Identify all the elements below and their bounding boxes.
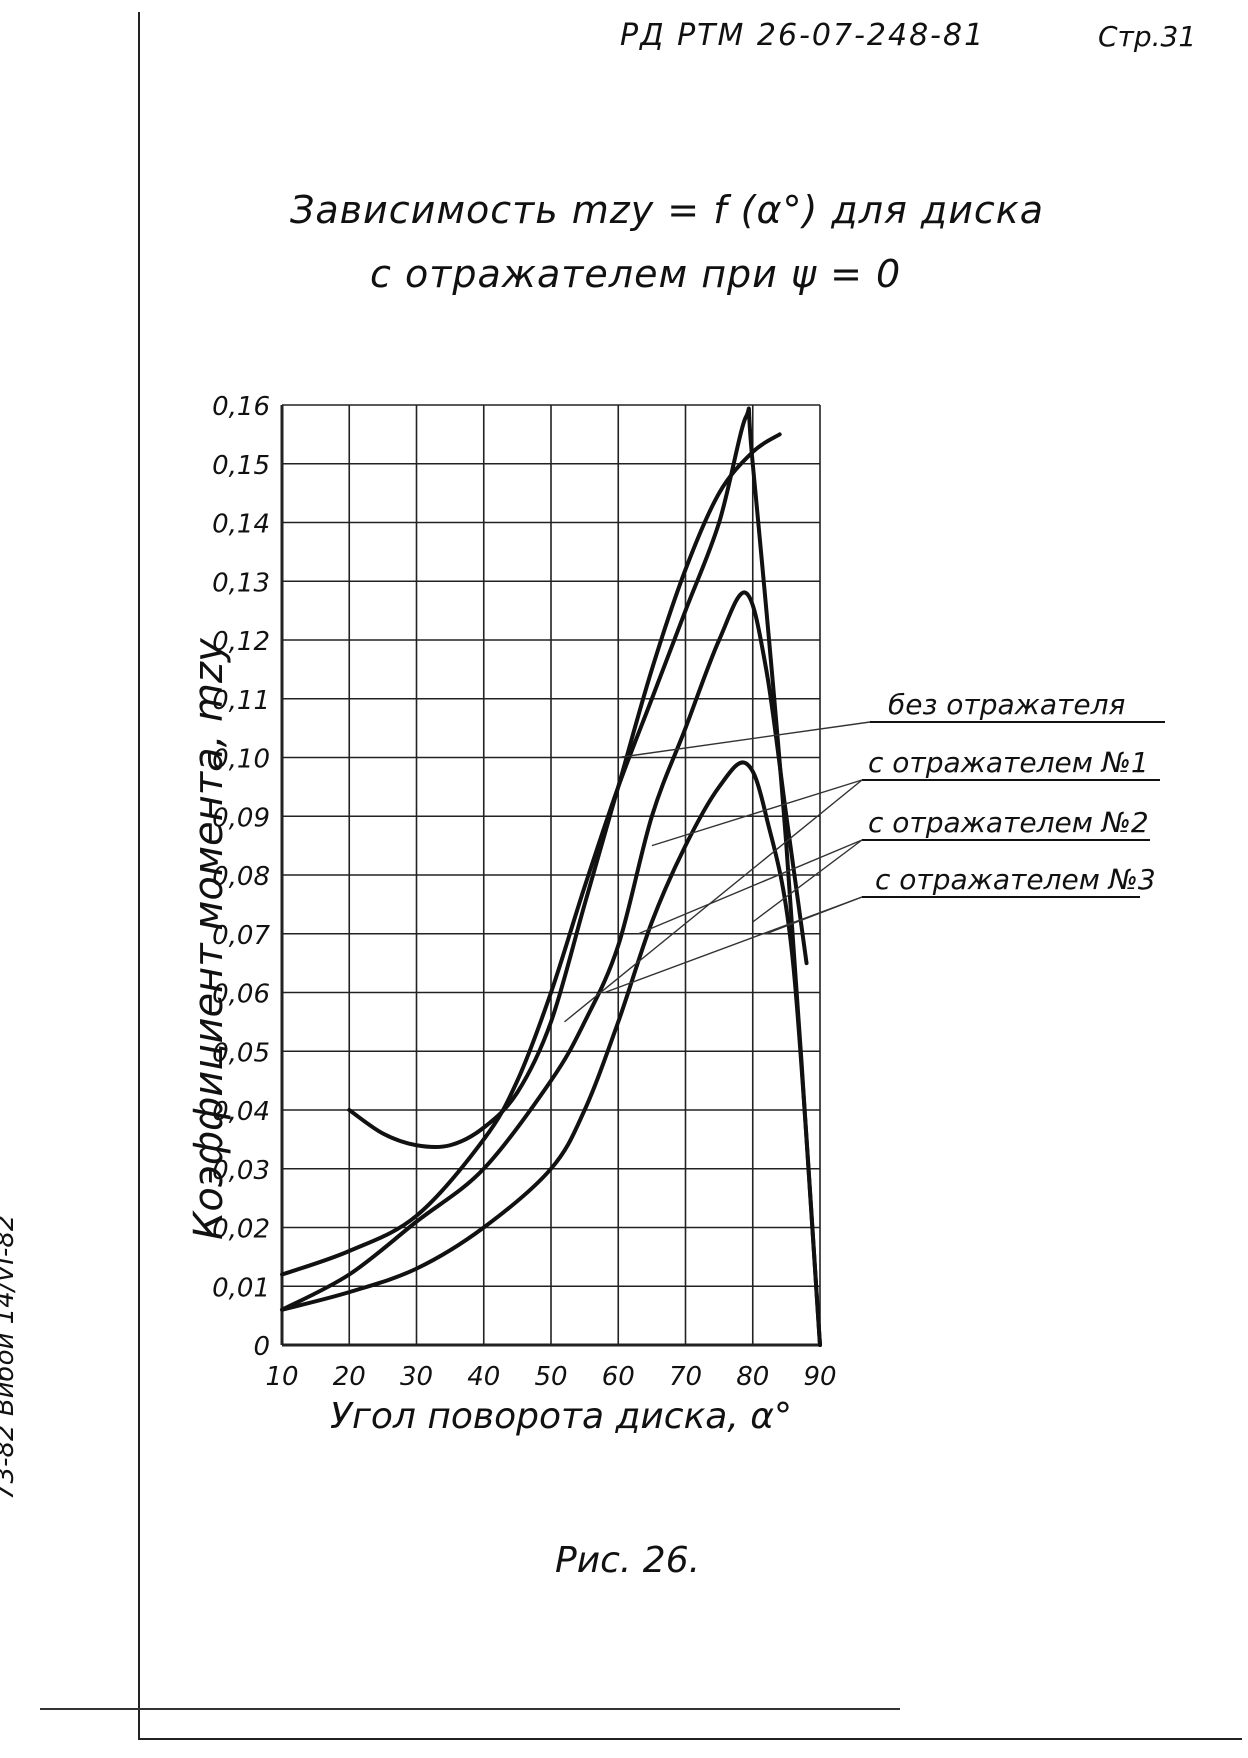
x-tick-label: 50 xyxy=(534,1362,567,1392)
chart-grid xyxy=(280,404,821,1347)
page-number: Стр.31 xyxy=(1098,20,1197,53)
x-tick-label: 90 xyxy=(803,1362,836,1392)
y-tick-label: 0,02 xyxy=(212,1215,270,1245)
chart-curves xyxy=(280,406,822,1347)
legend-label-1: без отражателя xyxy=(888,688,1125,721)
legend-leader-line xyxy=(651,779,863,847)
x-tick-label: 60 xyxy=(602,1362,635,1392)
margin-note: 73-82 Вибой 14/VI-82 xyxy=(0,1214,20,1500)
y-axis-label: Коэффициент момента, mzy xyxy=(186,637,232,1240)
x-tick-label: 30 xyxy=(400,1362,433,1392)
legend-leader-line xyxy=(618,721,871,759)
chart-legend: без отражателя с отражателем №1 с отражате… xyxy=(564,688,1165,1023)
series-line-4 xyxy=(280,760,822,1347)
x-tick-label: 70 xyxy=(669,1362,702,1392)
x-tick-label: 10 xyxy=(265,1362,298,1392)
y-tick-label: 0,01 xyxy=(212,1273,270,1303)
y-tick-label: 0,16 xyxy=(212,392,270,422)
chart-title-line-1: Зависимость mzy = f (α°) для диска xyxy=(290,188,1045,232)
x-axis-label: Угол поворота диска, α° xyxy=(330,1396,792,1437)
y-tick-label: 0,11 xyxy=(212,686,270,716)
document-code: РД РТМ 26-07-248-81 xyxy=(620,18,986,53)
y-tick-label: 0,05 xyxy=(212,1038,270,1068)
y-tick-label: 0 xyxy=(253,1332,270,1362)
bottom-rule xyxy=(40,1708,900,1710)
legend-label-4: с отражателем №3 xyxy=(875,863,1156,896)
legend-label-3: с отражателем №2 xyxy=(868,806,1149,839)
x-tick-label: 40 xyxy=(467,1362,500,1392)
legend-leader-line xyxy=(564,779,863,1023)
series-line-2 xyxy=(347,432,782,1150)
y-tick-label: 0,12 xyxy=(212,627,270,657)
y-tick-label: 0,06 xyxy=(212,980,270,1010)
y-tick-label: 0,07 xyxy=(212,921,270,951)
y-tick-label: 0,14 xyxy=(212,510,270,540)
chart-title-line-2: с отражателем при ψ = 0 xyxy=(370,252,902,296)
chart-axes: 0 0,01 0,02 0,03 0,04 0,05 0,06 0,07 0,08 0,09 0,1… xyxy=(212,392,836,1392)
legend-leader-line xyxy=(638,839,863,935)
series-line-3 xyxy=(280,590,809,1312)
y-tick-label: 0,13 xyxy=(212,568,270,598)
series-line-1 xyxy=(280,406,822,1347)
legend-leader-line xyxy=(752,839,863,923)
x-tick-label: 20 xyxy=(333,1362,366,1392)
page-frame xyxy=(138,12,1242,1740)
y-tick-label: 0,04 xyxy=(212,1097,270,1127)
y-tick-label: 0,08 xyxy=(212,862,270,892)
y-tick-label: 0,03 xyxy=(212,1156,270,1186)
y-tick-label: 0,15 xyxy=(212,451,270,481)
legend-leader-line xyxy=(765,896,863,935)
legend-label-2: с отражателем №1 xyxy=(868,746,1149,779)
figure-caption: Рис. 26. xyxy=(555,1540,701,1581)
y-tick-label: 0,09 xyxy=(212,803,270,833)
y-tick-label: 0,10 xyxy=(212,745,270,775)
x-tick-label: 80 xyxy=(736,1362,769,1392)
